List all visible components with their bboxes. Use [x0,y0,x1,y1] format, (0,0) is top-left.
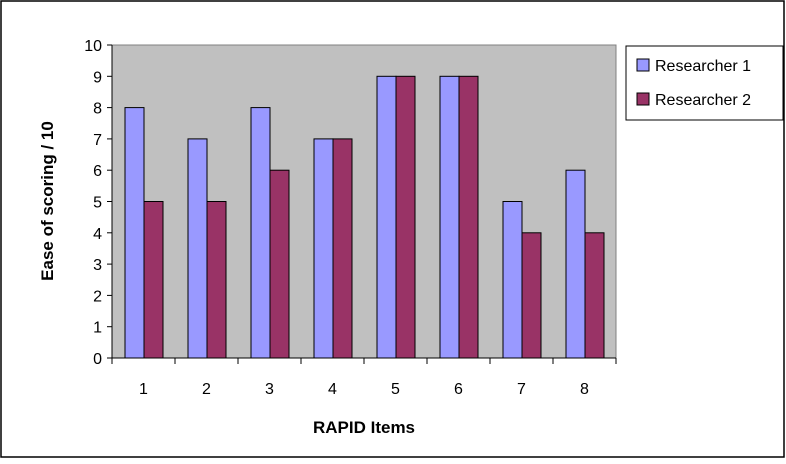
axes-group [107,44,617,364]
bar-s2-item-7 [521,232,542,359]
legend-swatch-researcher-1 [636,58,650,72]
y-tick-labels: 0 1 2 3 4 5 6 7 8 9 10 [84,38,102,368]
bar-s2-item-6 [458,75,479,359]
legend-swatch-researcher-2 [636,92,650,106]
y-tick-label-4: 4 [93,226,102,243]
bar-s1-item-8 [565,169,586,359]
legend: Researcher 1 Researcher 2 [625,45,784,121]
bar-s2-item-4 [332,138,353,359]
y-tick-label-6: 6 [93,163,102,180]
y-tick-label-10: 10 [84,38,102,55]
x-tick-label-4: 4 [328,381,337,398]
y-axis-title: Ease of scoring / 10 [38,121,57,281]
y-tick-label-2: 2 [93,288,102,305]
bar-s2-item-5 [395,75,416,359]
bar-s2-item-3 [269,169,290,359]
bar-s2-item-8 [584,232,605,359]
bar-s1-item-6 [439,75,460,359]
x-tick-labels: 1 2 3 4 5 6 7 8 [139,381,589,398]
x-tick-label-5: 5 [391,381,400,398]
bar-s2-item-1 [143,201,164,359]
bar-s1-item-4 [313,138,334,359]
y-tick-label-0: 0 [93,351,102,368]
bar-s1-item-5 [376,75,397,359]
y-tick-label-7: 7 [93,132,102,149]
bars-group [124,75,605,359]
x-tick-label-1: 1 [139,381,148,398]
bar-s1-item-7 [502,201,523,359]
y-tick-label-3: 3 [93,257,102,274]
y-tick-label-5: 5 [93,195,102,212]
legend-label-researcher-2: Researcher 2 [655,92,751,109]
y-tick-label-1: 1 [93,320,102,337]
bar-s1-item-1 [124,107,145,359]
x-tick-label-2: 2 [202,381,211,398]
bar-s1-item-2 [187,138,208,359]
legend-box [625,45,784,121]
x-tick-label-3: 3 [265,381,274,398]
y-tick-label-9: 9 [93,69,102,86]
x-tick-label-6: 6 [454,381,463,398]
x-axis-title: RAPID Items [313,418,415,437]
bar-s2-item-2 [206,201,227,359]
bar-s1-item-3 [250,107,271,359]
x-tick-label-8: 8 [580,381,589,398]
y-tick-label-8: 8 [93,101,102,118]
x-tick-label-7: 7 [517,381,526,398]
legend-label-researcher-1: Researcher 1 [655,58,751,75]
